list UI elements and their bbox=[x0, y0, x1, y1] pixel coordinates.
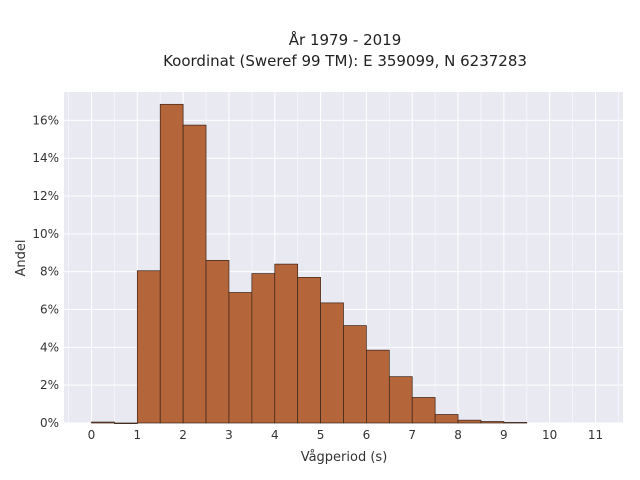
histogram-bar-17 bbox=[480, 421, 505, 424]
histogram-bar-9 bbox=[297, 277, 321, 424]
y-tick-label-0: 0% bbox=[40, 416, 59, 430]
histogram-bar-6 bbox=[228, 292, 253, 424]
histogram-bar-7 bbox=[251, 273, 276, 424]
histogram-bar-2 bbox=[136, 270, 161, 424]
histogram-bar-11 bbox=[343, 325, 367, 424]
y-axis-ticks: 0% 2% 4% 6% 8% 10% 12% 14% 16% bbox=[32, 113, 59, 430]
y-tick-label-8: 16% bbox=[32, 113, 59, 127]
y-axis-label: Andel bbox=[14, 240, 29, 277]
histogram-bar-8 bbox=[274, 263, 299, 424]
x-tick-label-9: 9 bbox=[500, 428, 508, 442]
histogram-bar-5 bbox=[205, 259, 230, 424]
histogram-bar-13 bbox=[388, 376, 413, 424]
x-axis-ticks: 0 1 2 3 4 5 6 7 8 9 10 11 bbox=[88, 428, 603, 442]
chart-title-line-2: Koordinat (Sweref 99 TM): E 359099, N 62… bbox=[163, 52, 527, 70]
x-tick-label-0: 0 bbox=[88, 428, 96, 442]
bars bbox=[91, 103, 528, 424]
x-tick-label-11: 11 bbox=[588, 428, 603, 442]
x-tick-label-3: 3 bbox=[225, 428, 233, 442]
x-tick-label-2: 2 bbox=[179, 428, 187, 442]
histogram-bar-14 bbox=[411, 397, 436, 424]
histogram-bar-3 bbox=[159, 103, 184, 424]
histogram-bar-10 bbox=[320, 302, 344, 424]
histogram-bar-0 bbox=[91, 421, 115, 424]
y-tick-label-2: 4% bbox=[40, 340, 59, 354]
x-tick-label-8: 8 bbox=[454, 428, 462, 442]
y-tick-label-4: 8% bbox=[40, 265, 59, 279]
x-tick-label-1: 1 bbox=[133, 428, 141, 442]
chart-title-line-1: År 1979 - 2019 bbox=[289, 30, 402, 49]
histogram-bar-1 bbox=[114, 422, 138, 424]
histogram-bar-4 bbox=[182, 124, 207, 424]
x-tick-label-10: 10 bbox=[542, 428, 557, 442]
y-tick-label-5: 10% bbox=[32, 227, 59, 241]
histogram-bar-18 bbox=[503, 422, 528, 424]
x-axis-label: Vågperiod (s) bbox=[301, 450, 388, 465]
x-tick-label-4: 4 bbox=[271, 428, 279, 442]
histogram-bar-16 bbox=[457, 419, 482, 424]
y-tick-label-6: 12% bbox=[32, 189, 59, 203]
histogram-bar-12 bbox=[366, 349, 390, 424]
y-tick-label-7: 14% bbox=[32, 151, 59, 165]
x-tick-label-7: 7 bbox=[408, 428, 416, 442]
y-tick-label-1: 2% bbox=[40, 378, 59, 392]
x-tick-label-5: 5 bbox=[317, 428, 325, 442]
x-tick-label-6: 6 bbox=[363, 428, 371, 442]
y-tick-label-3: 6% bbox=[40, 303, 59, 317]
histogram-bar-15 bbox=[434, 414, 459, 424]
